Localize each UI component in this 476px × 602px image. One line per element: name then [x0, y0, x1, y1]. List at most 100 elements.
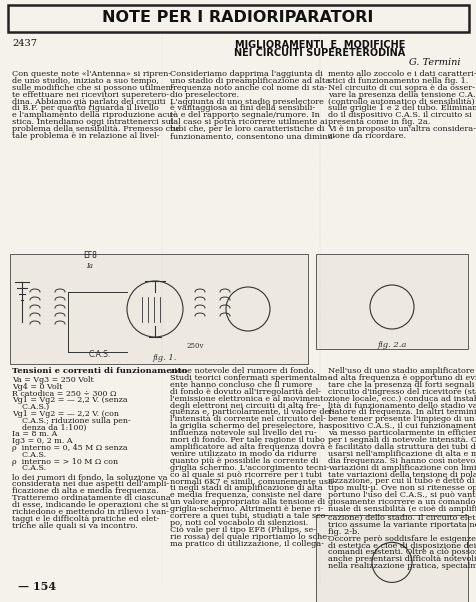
Text: richiedono e mettendo in rilievo i van-: richiedono e mettendo in rilievo i van- — [12, 507, 169, 516]
Text: griglia-schermo. Altrimenti è bene ri-: griglia-schermo. Altrimenti è bene ri- — [169, 505, 322, 513]
Bar — [10, 254, 307, 364]
Text: te effettuare nei ricevitori superetero-: te effettuare nei ricevitori superetero- — [12, 91, 169, 99]
Text: e l'ampliamento della riproduzione acu-: e l'ampliamento della riproduzione acu- — [12, 111, 175, 119]
Text: un valore appropriato alla tensione di: un valore appropriato alla tensione di — [169, 498, 325, 506]
Text: presenta come in fig. 2a.: presenta come in fig. 2a. — [327, 119, 429, 126]
Text: di esse, indicando le operazioni che si: di esse, indicando le operazioni che si — [12, 501, 168, 509]
Text: triche alle quali si va incontro.: triche alle quali si va incontro. — [12, 521, 138, 530]
Text: circuito d'ingresso del ricevitore (sta-: circuito d'ingresso del ricevitore (sta- — [327, 388, 476, 396]
Text: mento allo zoccolo e i dati caratteri-: mento allo zoccolo e i dati caratteri- — [327, 70, 476, 78]
Text: L'aggiunta di uno stadio preselectore: L'aggiunta di uno stadio preselectore — [169, 98, 323, 105]
Text: Vg1 = Vg2 = — 2,2 V. (senza: Vg1 = Vg2 = — 2,2 V. (senza — [12, 396, 128, 405]
Text: l'intensità di corrente nel circuito del-: l'intensità di corrente nel circuito del… — [169, 415, 325, 423]
Text: l'emissione elettronica e al movimento: l'emissione elettronica e al movimento — [169, 394, 327, 403]
Text: giosamente ricorrere a un comando ma-: giosamente ricorrere a un comando ma- — [327, 498, 476, 506]
Text: amplificatore ad alta frequenza dovrà: amplificatore ad alta frequenza dovrà — [169, 443, 325, 451]
Text: per i segnali di notevole intensità. Ciò: per i segnali di notevole intensità. Ciò — [327, 436, 476, 444]
Text: po, noti col vocabolo di silenziosi.: po, noti col vocabolo di silenziosi. — [169, 519, 307, 527]
Text: C.A.S.; riduzione sulla pen-: C.A.S.; riduzione sulla pen- — [12, 417, 130, 425]
Text: normali 6K7 e simili, comunemente usa-: normali 6K7 e simili, comunemente usa- — [169, 477, 335, 485]
Text: Vg4 = 0 Volt: Vg4 = 0 Volt — [12, 383, 62, 391]
Text: Con queste note «l'Antenna» si ripren-: Con queste note «l'Antenna» si ripren- — [12, 70, 171, 78]
Text: de uno studio, iniziato a suo tempo,: de uno studio, iniziato a suo tempo, — [12, 77, 159, 85]
Text: correre a quei tubi, studiati a tale sco-: correre a quei tubi, studiati a tale sco… — [169, 512, 327, 520]
Text: nella realizzazione pratica, specialmen-: nella realizzazione pratica, specialmen- — [327, 562, 476, 570]
Text: Ia: Ia — [86, 262, 93, 270]
Text: tà e del rapporto segnale/rumore. In: tà e del rapporto segnale/rumore. In — [169, 111, 319, 119]
Text: ti negli stadi di amplificazione di alta: ti negli stadi di amplificazione di alta — [169, 484, 322, 492]
Text: è vantaggiosa ai fini della sensibili-: è vantaggiosa ai fini della sensibili- — [169, 105, 315, 113]
Text: fig. 1.: fig. 1. — [152, 354, 177, 362]
Text: tare che la presenza di forti segnali sul: tare che la presenza di forti segnali su… — [327, 381, 476, 389]
Text: G. Termini: G. Termini — [408, 58, 460, 67]
Text: quanto più è possibile la corrente di: quanto più è possibile la corrente di — [169, 457, 318, 465]
Text: Vi è in proposito un'altra considera-: Vi è in proposito un'altra considera- — [327, 125, 475, 133]
Text: NOTE PER I RADIORIPARATORI: NOTE PER I RADIORIPARATORI — [102, 10, 373, 25]
Text: quenza e, particolarmente, il valore del-: quenza e, particolarmente, il valore del… — [169, 408, 334, 417]
Text: fig. 2.a: fig. 2.a — [377, 341, 406, 349]
Text: rizzazione, per cui il tubo è detto di: rizzazione, per cui il tubo è detto di — [327, 477, 474, 485]
Text: Studi teorici confermati sperimentalm-: Studi teorici confermati sperimentalm- — [169, 374, 329, 382]
Text: frequenza noto anche col nome di sta-: frequenza noto anche col nome di sta- — [169, 84, 327, 92]
Text: Ia = 8 m. A: Ia = 8 m. A — [12, 430, 57, 438]
Text: degli elettroni nei circuiti di alta fre-: degli elettroni nei circuiti di alta fre… — [169, 402, 320, 409]
Text: trico assume la variante riportata nella: trico assume la variante riportata nella — [327, 521, 476, 529]
Text: do il dispositivo C.A.S. il circuito si: do il dispositivo C.A.S. il circuito si — [327, 111, 471, 119]
Text: stica. Intendiamo oggi intrattenerci sul: stica. Intendiamo oggi intrattenerci sul — [12, 119, 173, 126]
Text: dio preselectore.: dio preselectore. — [169, 91, 238, 99]
Text: Nel circuito di cui sopra è da osser-: Nel circuito di cui sopra è da osser- — [327, 84, 474, 92]
Text: zione locale, ecc.) conduca ad instabi-: zione locale, ecc.) conduca ad instabi- — [327, 394, 476, 403]
Text: — 154: — 154 — [18, 581, 56, 592]
Text: ente hanno concluso che il rumore: ente hanno concluso che il rumore — [169, 381, 312, 389]
Text: portuno l'uso del C.A.S., si può vantag-: portuno l'uso del C.A.S., si può vantag- — [327, 491, 476, 499]
Text: tale problema è in relazione al livel-: tale problema è in relazione al livel- — [12, 132, 159, 140]
Text: C.A.S.: C.A.S. — [12, 464, 46, 473]
Text: tubi che, per le loro caratteristiche di: tubi che, per le loro caratteristiche di — [169, 125, 324, 133]
Text: rie rossa) del quale riportiamo lo sche-: rie rossa) del quale riportiamo lo sche- — [169, 533, 329, 541]
Text: zione notevole del rumore di fondo.: zione notevole del rumore di fondo. — [169, 367, 315, 375]
Bar — [315, 254, 467, 349]
Text: la griglia schermo del preselectore, ha: la griglia schermo del preselectore, ha — [169, 422, 328, 430]
Text: 250v: 250v — [186, 342, 203, 350]
Text: ma pratico di utilizzazione, il collega-: ma pratico di utilizzazione, il collega- — [169, 539, 323, 547]
Bar — [8, 5, 468, 32]
Text: considerata nei due aspetti dell'ampli-: considerata nei due aspetti dell'ampli- — [12, 480, 169, 488]
Text: comandi esistenti. Oltre a ciò possono: comandi esistenti. Oltre a ciò possono — [327, 548, 476, 556]
Text: è facilitato dalla struttura dei tubi da: è facilitato dalla struttura dei tubi da — [327, 443, 476, 451]
Bar — [315, 515, 467, 602]
Text: dina. Abbiamo già parlato dei circuiti: dina. Abbiamo già parlato dei circuiti — [12, 98, 165, 106]
Text: denza da 1:100): denza da 1:100) — [12, 424, 86, 432]
Text: di estetica e cioè di disposizione dei: di estetica e cioè di disposizione dei — [327, 542, 475, 550]
Text: variazioni di amplificazione con limi-: variazioni di amplificazione con limi- — [327, 464, 476, 471]
Text: spositivo C.A.S., il cui funzionamento: spositivo C.A.S., il cui funzionamento — [327, 422, 476, 430]
Text: R catodica = 250 ÷ 300 Ω: R catodica = 250 ÷ 300 Ω — [12, 389, 116, 397]
Text: C.A.S.: C.A.S. — [89, 350, 111, 359]
Text: uno stadio di preamplificazione ad alta: uno stadio di preamplificazione ad alta — [169, 77, 329, 85]
Text: usarsi nell'amplificazione di alta e me-: usarsi nell'amplificazione di alta e me- — [327, 450, 476, 458]
Text: Va = Vg3 = 250 Volt: Va = Vg3 = 250 Volt — [12, 376, 94, 384]
Text: va messo particolarmente in efficienza: va messo particolarmente in efficienza — [327, 429, 476, 437]
Text: cazione) dello stadio. Il circuito elet-: cazione) dello stadio. Il circuito elet- — [327, 514, 476, 522]
Text: vare la presenza della tensione C.A.S.: vare la presenza della tensione C.A.S. — [327, 91, 476, 99]
Text: Occorre però soddisfare le esigenze: Occorre però soddisfare le esigenze — [327, 535, 475, 542]
Text: (controllo automatico di sensibilità): (controllo automatico di sensibilità) — [327, 98, 474, 105]
Text: lità di funzionamento dello stadio va-: lità di funzionamento dello stadio va- — [327, 402, 476, 409]
Text: Consideriamo dapprima l'aggiunta di: Consideriamo dapprima l'aggiunta di — [169, 70, 322, 78]
Text: C.A.S.: C.A.S. — [12, 451, 46, 459]
Text: dia frequenza. Si hanno così notevoli: dia frequenza. Si hanno così notevoli — [327, 457, 476, 465]
Text: e media frequenza, consiste nel dare: e media frequenza, consiste nel dare — [169, 491, 321, 499]
Text: di B.F. per quanto riguarda il livello: di B.F. per quanto riguarda il livello — [12, 105, 159, 113]
Text: Nell'uso di uno stadio amplificatore: Nell'uso di uno stadio amplificatore — [327, 367, 474, 375]
Text: nuale di sensibilità (e cioè di amplifi-: nuale di sensibilità (e cioè di amplifi- — [327, 505, 476, 513]
Text: sulle griglie 1 e 2 del tubo. Eliminan-: sulle griglie 1 e 2 del tubo. Eliminan- — [327, 105, 476, 113]
Text: fig. 2-b.: fig. 2-b. — [327, 528, 359, 536]
Text: influenza notevole sul livello dei ru-: influenza notevole sul livello dei ru- — [169, 429, 316, 437]
Text: MIGLIORAMENTI  E  MODIFICHE: MIGLIORAMENTI E MODIFICHE — [234, 40, 404, 50]
Text: taggi e le difficoltà pratiche ed elet-: taggi e le difficoltà pratiche ed elet- — [12, 515, 159, 523]
Text: tipo multi-µ. Ove non si ritenesse op-: tipo multi-µ. Ove non si ritenesse op- — [327, 484, 476, 492]
Text: problema della sensibilità. Premesso che: problema della sensibilità. Premesso che — [12, 125, 180, 133]
Text: Ciò vale per il tipo EF8 (Philips, se-: Ciò vale per il tipo EF8 (Philips, se- — [169, 526, 315, 534]
Text: ρ  interno = 0, 45 M Ω senza: ρ interno = 0, 45 M Ω senza — [12, 444, 128, 452]
Text: lo dei rumori di fondo, la soluzione va: lo dei rumori di fondo, la soluzione va — [12, 473, 167, 481]
Text: di fondo è dovuto all'irregolarità del-: di fondo è dovuto all'irregolarità del- — [169, 388, 320, 396]
